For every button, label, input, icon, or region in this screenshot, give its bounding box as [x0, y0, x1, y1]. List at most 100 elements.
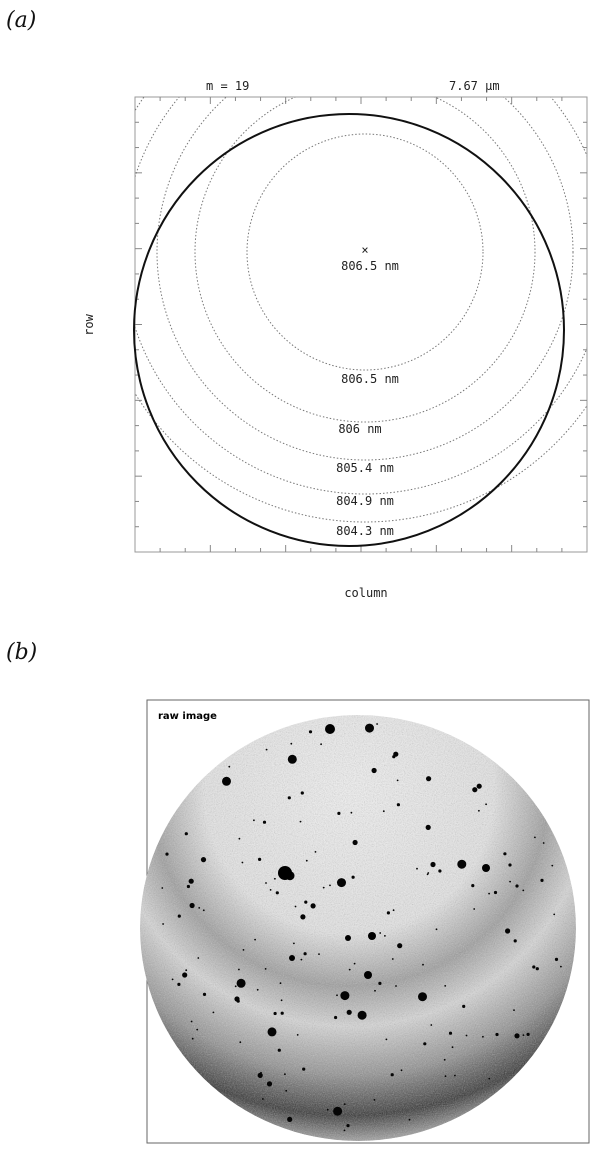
- star: [241, 861, 244, 864]
- star: [269, 889, 272, 891]
- bright-star: [289, 955, 295, 961]
- star: [258, 857, 262, 862]
- center-marker: ×: [361, 243, 368, 257]
- star: [473, 908, 476, 910]
- star: [290, 742, 293, 745]
- star: [161, 887, 164, 889]
- star: [425, 824, 431, 831]
- x-axis-label: column: [344, 586, 387, 600]
- star: [418, 992, 427, 1002]
- star: [299, 820, 302, 823]
- star: [526, 1032, 530, 1036]
- star: [371, 767, 377, 774]
- star: [509, 880, 511, 883]
- star: [485, 803, 487, 806]
- star: [238, 837, 241, 840]
- star: [257, 1072, 263, 1078]
- star: [376, 723, 378, 725]
- star: [351, 875, 355, 879]
- star: [273, 1011, 277, 1016]
- star: [373, 1099, 376, 1101]
- star: [334, 1015, 338, 1020]
- star: [353, 962, 356, 965]
- ring-label: 806.5 nm: [341, 372, 399, 386]
- star: [236, 978, 246, 988]
- star: [236, 999, 240, 1003]
- star: [202, 909, 205, 912]
- ring-label: 805.4 nm: [336, 461, 394, 475]
- star: [430, 1024, 433, 1026]
- star: [308, 730, 313, 734]
- star: [280, 999, 283, 1002]
- star: [320, 743, 322, 746]
- star: [472, 787, 478, 793]
- star: [534, 836, 536, 839]
- star: [448, 1031, 453, 1035]
- star: [400, 1069, 403, 1072]
- star: [495, 1032, 499, 1037]
- star: [182, 972, 188, 978]
- star: [346, 1124, 350, 1128]
- star: [454, 1074, 456, 1077]
- star: [285, 1089, 288, 1092]
- star: [287, 1116, 293, 1122]
- star: [435, 928, 438, 931]
- panel-b-label: (b): [6, 640, 38, 665]
- star: [451, 1046, 454, 1049]
- star: [560, 965, 562, 968]
- star: [253, 819, 255, 822]
- bright-star: [325, 724, 335, 734]
- star: [228, 765, 231, 768]
- panel-a-label: (a): [6, 8, 37, 33]
- star: [540, 878, 544, 883]
- star: [242, 949, 245, 951]
- star: [416, 867, 418, 870]
- star: [314, 851, 317, 853]
- bright-star: [364, 971, 372, 979]
- image-title: raw image: [158, 711, 217, 722]
- star: [333, 1106, 343, 1116]
- star: [212, 1011, 215, 1014]
- star: [300, 958, 303, 961]
- star: [302, 1067, 306, 1071]
- star: [384, 935, 386, 937]
- star: [260, 1071, 262, 1074]
- star: [190, 1020, 193, 1023]
- star: [542, 842, 545, 844]
- star: [482, 1035, 484, 1038]
- star: [162, 923, 165, 925]
- star: [408, 1118, 411, 1121]
- star: [280, 1011, 284, 1015]
- star: [222, 776, 231, 786]
- star: [262, 1098, 264, 1100]
- star: [337, 878, 346, 888]
- star: [385, 1038, 388, 1041]
- star: [393, 751, 399, 757]
- star: [427, 872, 430, 874]
- star: [503, 852, 507, 856]
- star: [488, 892, 490, 895]
- star: [234, 985, 237, 988]
- star: [177, 914, 181, 918]
- star: [513, 1009, 515, 1011]
- star: [398, 946, 401, 948]
- star: [396, 779, 399, 782]
- star: [397, 943, 403, 949]
- star: [378, 981, 382, 986]
- star: [386, 911, 390, 915]
- y-axis-label: row: [82, 313, 96, 335]
- star: [337, 811, 341, 816]
- star: [185, 969, 188, 972]
- star: [352, 839, 358, 846]
- star: [285, 871, 295, 881]
- star: [234, 996, 240, 1002]
- star: [303, 952, 307, 956]
- star: [392, 755, 396, 759]
- star: [284, 1073, 286, 1076]
- ring-label: 804.3 nm: [336, 524, 394, 538]
- star: [294, 905, 297, 908]
- star: [554, 957, 559, 962]
- star: [508, 863, 512, 867]
- image-frame: [146, 699, 590, 1144]
- star: [422, 963, 424, 966]
